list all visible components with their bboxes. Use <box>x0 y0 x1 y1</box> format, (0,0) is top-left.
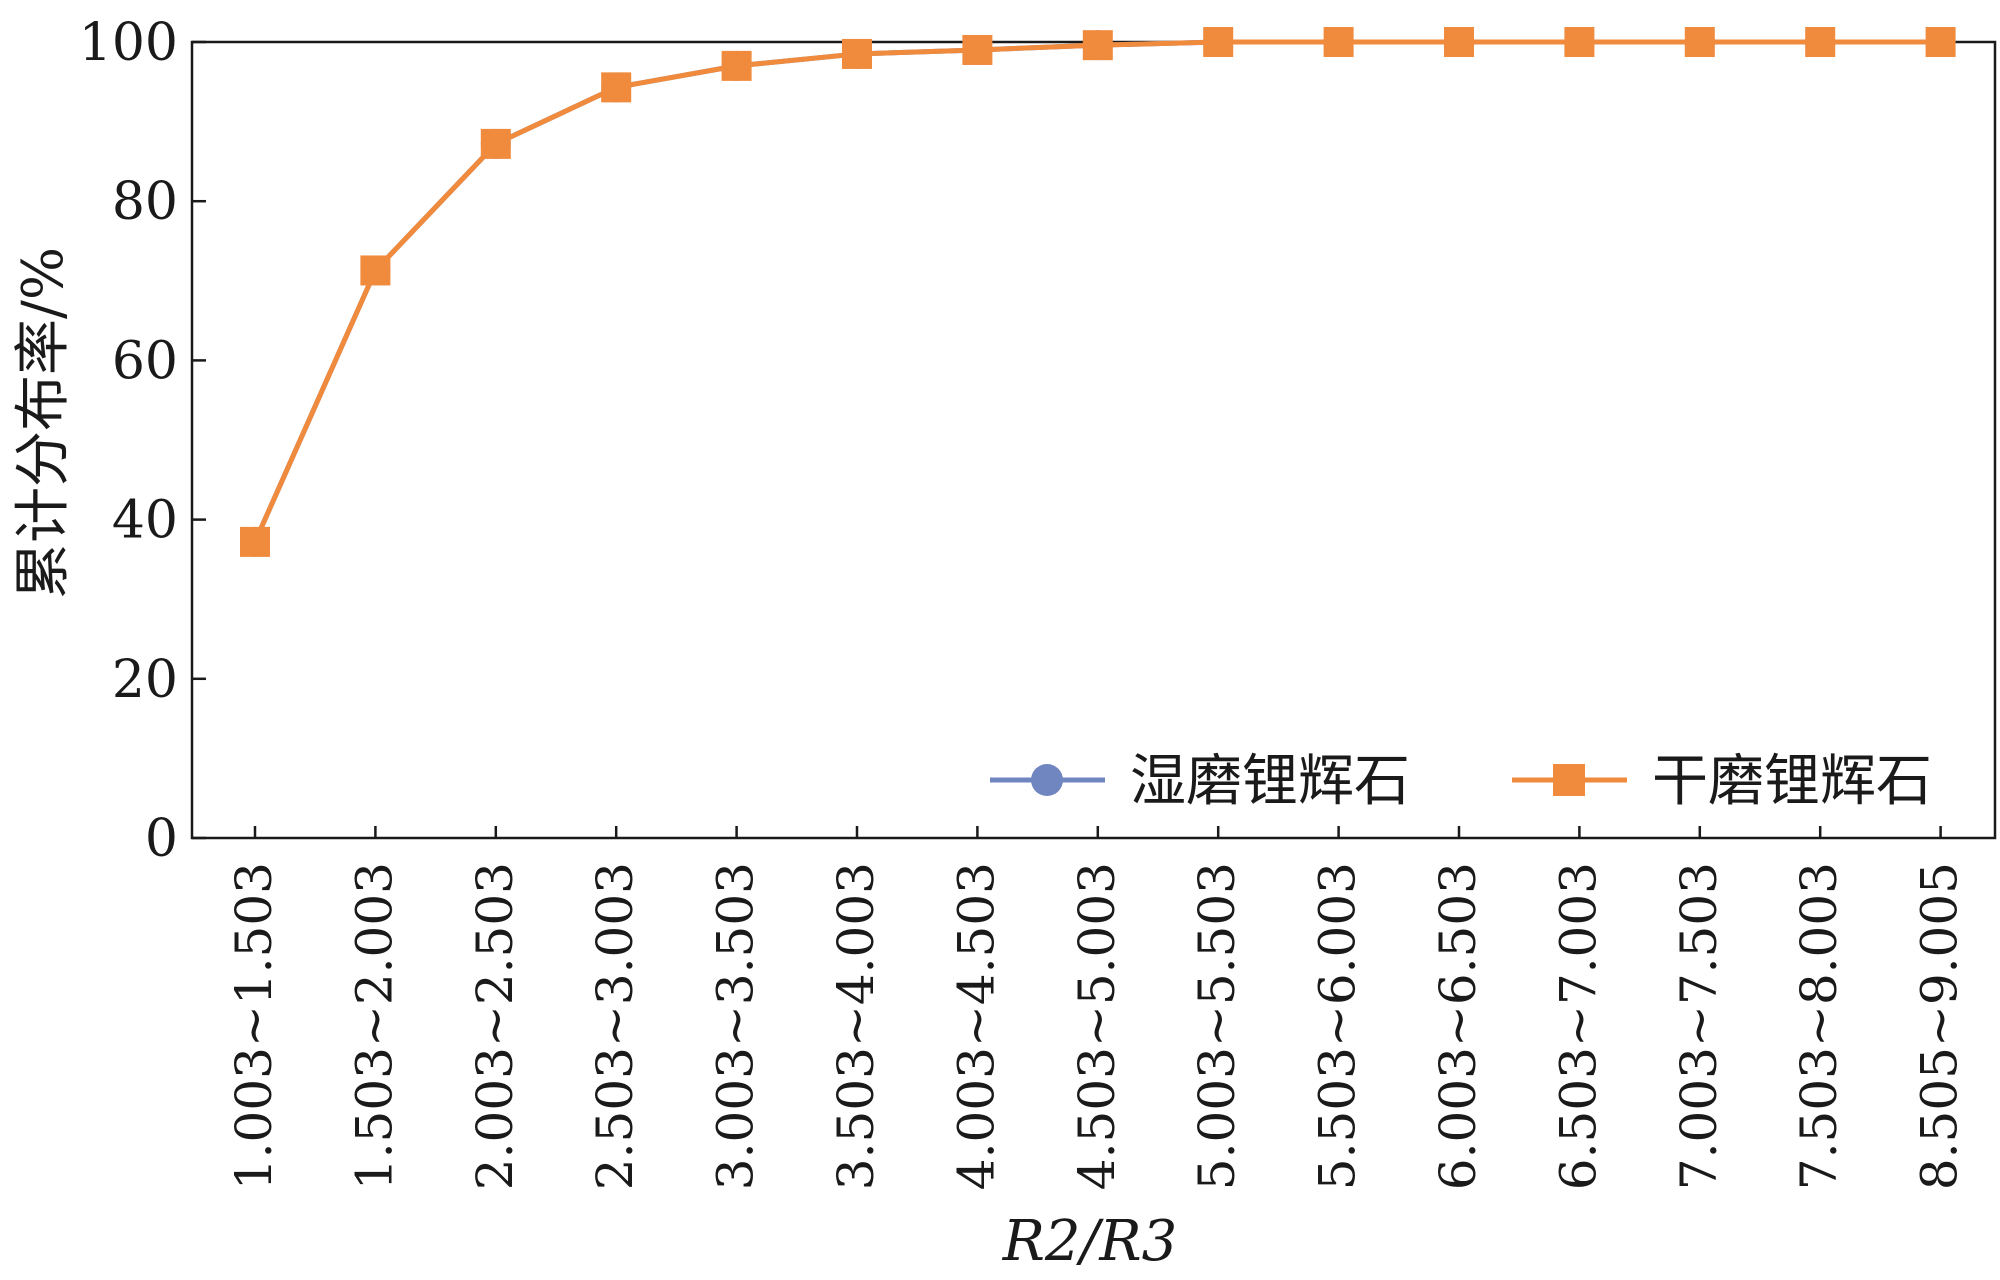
x-tick-label: 7.003~7.503 <box>1670 862 1728 1190</box>
x-axis-ticks: 1.003~1.503 1.503~2.003 2.003~2.503 2.503~3… <box>225 826 1969 1190</box>
x-tick-label: 5.003~5.503 <box>1188 862 1246 1190</box>
y-tick-label: 40 <box>112 491 178 551</box>
series-line <box>252 39 1941 543</box>
x-tick-label: 6.003~6.503 <box>1429 862 1487 1190</box>
data-point <box>1805 27 1836 57</box>
y-tick-label: 60 <box>112 331 178 391</box>
data-point <box>240 526 270 557</box>
data-point <box>842 38 872 69</box>
data-point <box>1323 27 1354 57</box>
data-point <box>480 128 511 159</box>
series-line <box>252 39 1941 543</box>
series-1 <box>240 27 1956 557</box>
data-point <box>360 255 391 286</box>
data-point <box>721 50 752 81</box>
series-2 <box>240 27 1956 557</box>
x-tick-label: 6.503~7.003 <box>1549 862 1607 1190</box>
y-tick-label: 100 <box>79 13 178 73</box>
x-tick-label: 7.503~8.003 <box>1790 862 1848 1190</box>
data-point <box>1082 30 1113 61</box>
legend-marker <box>1031 764 1063 796</box>
x-tick-label: 1.503~2.003 <box>345 862 403 1190</box>
legend-item-2: 干磨锂辉石 <box>1512 749 1932 814</box>
series-layer <box>240 27 1956 557</box>
data-point <box>1444 27 1474 57</box>
y-axis-title: 累计分布率/% <box>11 247 76 599</box>
data-point <box>1925 27 1956 57</box>
x-tick-label: 5.503~6.003 <box>1309 862 1367 1190</box>
legend: 湿磨锂辉石 干磨锂辉石 <box>990 749 1932 814</box>
legend-label: 干磨锂辉石 <box>1652 749 1932 814</box>
y-tick-label: 0 <box>145 809 178 869</box>
data-point <box>962 34 993 65</box>
data-point <box>1684 27 1715 57</box>
plot-frame <box>190 40 1997 840</box>
legend-label: 湿磨锂辉石 <box>1130 749 1410 814</box>
axes <box>190 40 1997 840</box>
legend-marker <box>1553 764 1585 796</box>
x-tick-label: 1.003~1.503 <box>225 862 283 1190</box>
x-tick-label: 3.503~4.003 <box>827 862 885 1190</box>
x-tick-label: 4.003~4.503 <box>947 862 1005 1190</box>
x-tick-label: 8.505~9.005 <box>1911 862 1969 1190</box>
x-axis-title: R2/R3 <box>1002 1209 1177 1274</box>
x-tick-label: 3.003~3.503 <box>707 862 765 1190</box>
y-axis-ticks: 0 20 40 60 80 100 <box>79 13 206 869</box>
data-point <box>601 72 632 103</box>
y-tick-label: 80 <box>112 172 178 232</box>
legend-item-1: 湿磨锂辉石 <box>990 749 1410 814</box>
x-tick-label: 2.003~2.503 <box>466 862 524 1190</box>
data-point <box>1203 27 1234 57</box>
data-point <box>1564 27 1595 57</box>
x-tick-label: 4.503~5.003 <box>1068 862 1126 1190</box>
y-tick-label: 20 <box>112 650 178 710</box>
x-tick-label: 2.503~3.003 <box>586 862 644 1190</box>
